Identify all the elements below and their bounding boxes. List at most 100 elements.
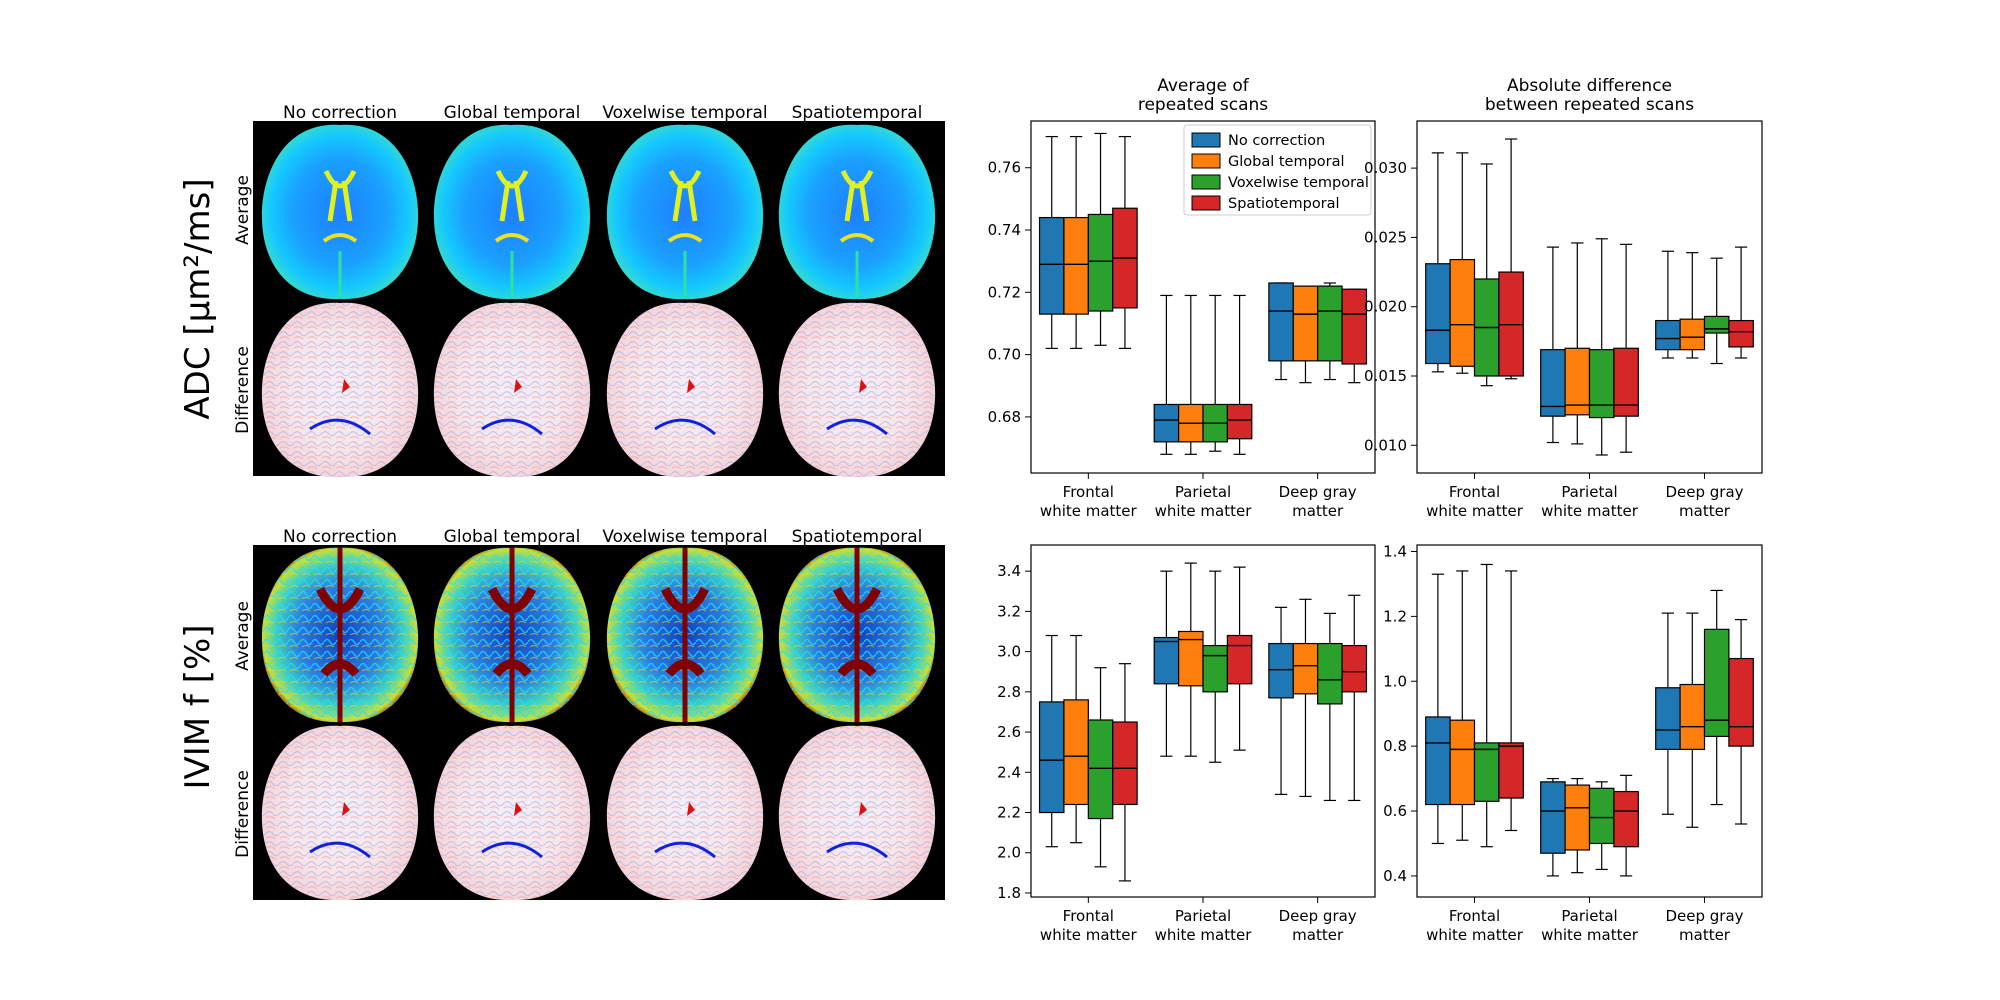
ivim-col-title-global-temporal: Global temporal xyxy=(443,527,581,547)
legend: No correction Global temporal Voxelwise te… xyxy=(1183,124,1372,216)
box-global-temporal xyxy=(1063,135,1089,349)
box-spatiotemporal xyxy=(1112,663,1138,882)
x-tick-label: Frontal xyxy=(1449,483,1500,501)
y-tick-label: 1.4 xyxy=(1383,542,1407,560)
box-spatiotemporal xyxy=(1226,566,1253,751)
y-tick-label: 0.010 xyxy=(1364,436,1407,454)
box-global-temporal xyxy=(1564,777,1591,874)
box-global-temporal xyxy=(1449,570,1476,841)
y-tick-label: 3.0 xyxy=(997,643,1021,661)
box-spatiotemporal xyxy=(1613,774,1639,877)
box-voxelwise-temporal xyxy=(1588,238,1615,456)
box-spatiotemporal xyxy=(1341,594,1368,802)
legend-label: No correction xyxy=(1228,133,1325,149)
plot-frame xyxy=(1416,544,1763,898)
y-tick-label: 0.030 xyxy=(1364,159,1407,177)
box-no-correction xyxy=(1425,573,1451,845)
x-tick-label: matter xyxy=(1292,926,1344,944)
chart-title: Absolute difference xyxy=(1507,76,1672,96)
y-tick-label: 3.2 xyxy=(997,602,1021,620)
y-tick-label: 1.2 xyxy=(1383,607,1407,625)
x-tick-label: Frontal xyxy=(1063,907,1114,925)
x-tick-label: Frontal xyxy=(1449,907,1500,925)
x-tick-label: white matter xyxy=(1155,926,1253,944)
x-tick-label: Deep gray xyxy=(1665,483,1743,501)
box-voxelwise-temporal xyxy=(1317,282,1343,381)
y-tick-label: 2.6 xyxy=(997,723,1021,741)
x-tick-label: white matter xyxy=(1541,926,1639,944)
x-tick-label: matter xyxy=(1292,502,1344,520)
plot-frame xyxy=(1030,544,1376,898)
adc-col-title-no-correction: No correction xyxy=(283,103,397,123)
x-tick-label: Parietal xyxy=(1175,483,1231,501)
box-spatiotemporal xyxy=(1341,288,1368,384)
box-voxelwise-temporal xyxy=(1317,612,1343,802)
x-tick-label: Deep gray xyxy=(1665,907,1743,925)
y-tick-label: 0.015 xyxy=(1364,367,1407,385)
y-tick-label: 1.0 xyxy=(1383,672,1407,690)
x-tick-label: white matter xyxy=(1040,502,1138,520)
box-no-correction xyxy=(1268,282,1294,381)
box-global-temporal xyxy=(1679,612,1706,828)
box-no-correction xyxy=(1038,135,1065,349)
chart-title: between repeated scans xyxy=(1485,95,1694,115)
box-global-temporal xyxy=(1177,562,1204,757)
box-voxelwise-temporal xyxy=(1202,294,1228,452)
x-tick-label: Parietal xyxy=(1561,483,1617,501)
box-voxelwise-temporal xyxy=(1703,589,1730,806)
y-tick-label: 3.4 xyxy=(997,562,1021,580)
x-tick-label: Parietal xyxy=(1175,907,1231,925)
x-tick-label: white matter xyxy=(1155,502,1253,520)
box-spatiotemporal xyxy=(1728,619,1754,825)
y-tick-label: 0.74 xyxy=(988,221,1021,239)
x-tick-label: white matter xyxy=(1426,502,1524,520)
y-tick-label: 0.72 xyxy=(988,283,1021,301)
box-spatiotemporal xyxy=(1112,135,1138,349)
x-tick-label: Frontal xyxy=(1063,483,1114,501)
x-tick-label: white matter xyxy=(1040,926,1138,944)
box-no-correction xyxy=(1655,250,1681,359)
box-no-correction xyxy=(1268,606,1294,796)
box-global-temporal xyxy=(1292,598,1319,798)
box-spatiotemporal xyxy=(1498,570,1524,832)
y-tick-label: 0.4 xyxy=(1383,867,1407,885)
x-tick-label: white matter xyxy=(1426,926,1524,944)
box-global-temporal xyxy=(1679,252,1706,359)
box-global-temporal xyxy=(1177,294,1204,455)
box-no-correction xyxy=(1038,634,1065,848)
y-tick-label: 0.020 xyxy=(1364,298,1407,316)
legend-label: Spatiotemporal xyxy=(1228,196,1340,212)
legend-swatch xyxy=(1191,132,1221,148)
box-spatiotemporal xyxy=(1226,294,1253,455)
legend-swatch xyxy=(1191,174,1221,190)
y-tick-label: 0.76 xyxy=(988,159,1021,177)
box-global-temporal xyxy=(1564,242,1591,445)
box-voxelwise-temporal xyxy=(1588,781,1615,871)
box-spatiotemporal xyxy=(1728,246,1754,359)
x-tick-label: Deep gray xyxy=(1279,483,1357,501)
x-tick-label: Parietal xyxy=(1561,907,1617,925)
legend-label: Voxelwise temporal xyxy=(1228,175,1369,191)
y-tick-label: 2.2 xyxy=(997,804,1021,822)
box-voxelwise-temporal xyxy=(1202,570,1228,763)
ivim-col-title-no-correction: No correction xyxy=(283,527,397,547)
plot-frame xyxy=(1030,120,1376,474)
box-voxelwise-temporal xyxy=(1473,563,1500,848)
y-tick-label: 0.70 xyxy=(988,346,1021,364)
ivim-col-title-voxelwise-temporal: Voxelwise temporal xyxy=(602,527,768,547)
x-tick-label: white matter xyxy=(1541,502,1639,520)
box-voxelwise-temporal xyxy=(1703,257,1730,365)
box-voxelwise-temporal xyxy=(1473,163,1500,387)
x-tick-label: Deep gray xyxy=(1279,907,1357,925)
y-tick-label: 2.8 xyxy=(997,683,1021,701)
y-tick-label: 0.8 xyxy=(1383,737,1407,755)
box-voxelwise-temporal xyxy=(1087,667,1114,868)
adc-col-title-spatiotemporal: Spatiotemporal xyxy=(791,103,923,123)
box-no-correction xyxy=(1153,570,1180,757)
chart-title: Average of xyxy=(1157,76,1250,96)
box-global-temporal xyxy=(1063,634,1089,844)
